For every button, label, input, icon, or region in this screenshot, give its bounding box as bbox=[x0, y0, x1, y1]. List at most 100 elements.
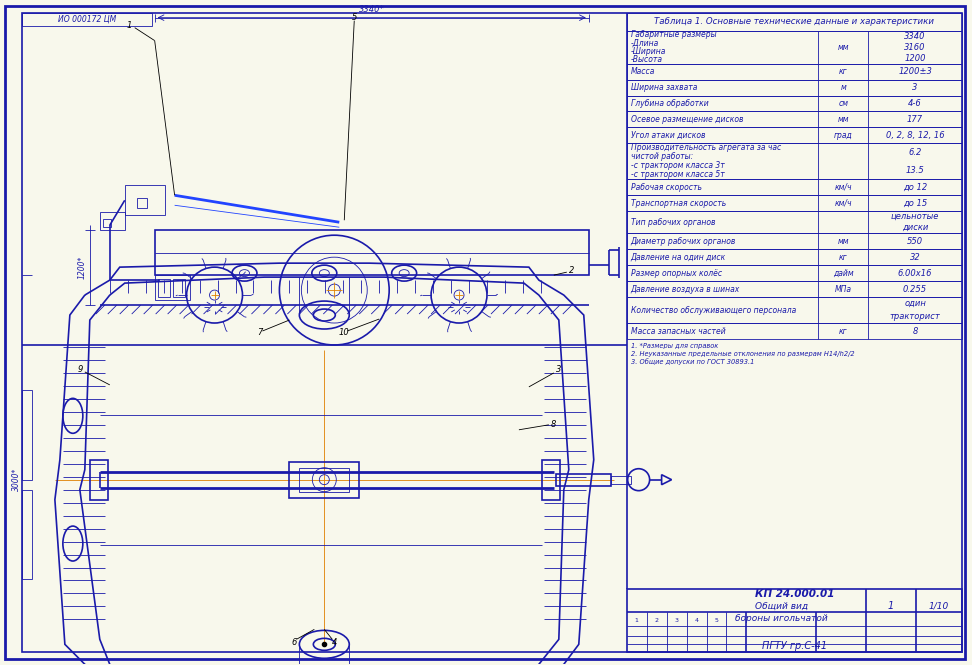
Bar bbox=[627, 64, 962, 80]
Text: 1200*: 1200* bbox=[78, 256, 87, 279]
Text: кг: кг bbox=[839, 67, 848, 76]
Text: -с трактором класса 5т: -с трактором класса 5т bbox=[631, 170, 724, 180]
Text: 1. *Размеры для справок: 1. *Размеры для справок bbox=[631, 343, 718, 349]
Bar bbox=[89, 460, 108, 499]
Text: до 12: до 12 bbox=[903, 183, 927, 192]
Bar bbox=[100, 212, 124, 230]
Text: 32: 32 bbox=[910, 253, 920, 261]
Text: ПГТУ гр.C-41: ПГТУ гр.C-41 bbox=[762, 641, 827, 651]
Text: 3. Общие допуски по ГОСТ 30893.1: 3. Общие допуски по ГОСТ 30893.1 bbox=[631, 358, 754, 365]
Bar bbox=[627, 96, 962, 112]
Text: до 15: до 15 bbox=[903, 199, 927, 207]
Text: Количество обслуживающего персонала: Количество обслуживающего персонала bbox=[631, 305, 796, 315]
Text: тракторист: тракторист bbox=[889, 312, 941, 321]
Text: 2. Неуказанные предельные отклонения по размерам H14/h2/2: 2. Неуказанные предельные отклонения по … bbox=[631, 351, 854, 357]
Bar bbox=[22, 13, 152, 26]
Text: кг: кг bbox=[839, 327, 848, 336]
Bar bbox=[541, 460, 560, 499]
Text: 6.2: 6.2 bbox=[909, 148, 921, 157]
Bar bbox=[627, 31, 962, 64]
Text: 3340*: 3340* bbox=[359, 5, 385, 14]
Text: 9: 9 bbox=[77, 366, 83, 374]
Bar bbox=[155, 230, 589, 275]
Bar bbox=[627, 249, 962, 265]
Text: 3000*: 3000* bbox=[13, 468, 21, 491]
Text: дайм: дайм bbox=[833, 269, 853, 277]
Text: Тип рабочих органов: Тип рабочих органов bbox=[631, 217, 715, 227]
Text: 3: 3 bbox=[675, 618, 678, 623]
Bar bbox=[627, 180, 962, 196]
Text: Масса: Масса bbox=[631, 67, 655, 76]
Text: 177: 177 bbox=[907, 115, 923, 124]
Bar bbox=[627, 323, 962, 339]
Text: м: м bbox=[841, 83, 846, 92]
Text: 2: 2 bbox=[654, 618, 659, 623]
Text: -с трактором класса 3т: -с трактором класса 3т bbox=[631, 162, 724, 170]
Text: Производительность агрегата за час: Производительность агрегата за час bbox=[631, 144, 781, 152]
Bar bbox=[155, 275, 190, 300]
Text: град: град bbox=[834, 131, 852, 140]
Bar bbox=[103, 219, 111, 227]
Text: 550: 550 bbox=[907, 237, 923, 245]
Bar bbox=[627, 233, 962, 249]
Text: 6.00x16: 6.00x16 bbox=[898, 269, 932, 277]
Bar bbox=[627, 196, 962, 211]
Text: Размер опорных колёс: Размер опорных колёс bbox=[631, 269, 722, 277]
Text: 13.5: 13.5 bbox=[906, 166, 924, 175]
Bar bbox=[173, 279, 185, 297]
Text: 6: 6 bbox=[292, 638, 297, 647]
Text: -Длина: -Длина bbox=[631, 39, 659, 47]
Bar bbox=[627, 589, 962, 652]
Bar bbox=[157, 279, 170, 297]
Text: Транспортная скорость: Транспортная скорость bbox=[631, 199, 726, 207]
Text: -Высота: -Высота bbox=[631, 55, 663, 64]
Text: 10: 10 bbox=[339, 329, 350, 338]
Text: 8: 8 bbox=[913, 327, 918, 336]
Text: бороны игольчатой: бороны игольчатой bbox=[735, 614, 828, 623]
Text: Ширина захвата: Ширина захвата bbox=[631, 83, 697, 92]
Bar bbox=[22, 390, 32, 479]
Text: 0, 2, 8, 12, 16: 0, 2, 8, 12, 16 bbox=[885, 131, 945, 140]
Text: 5: 5 bbox=[714, 618, 718, 623]
Text: 1200±3: 1200±3 bbox=[898, 67, 932, 76]
Bar bbox=[610, 475, 631, 483]
Text: Общий вид: Общий вид bbox=[755, 602, 808, 611]
Text: -Ширина: -Ширина bbox=[631, 47, 666, 56]
Text: 3: 3 bbox=[556, 366, 562, 374]
Text: МПа: МПа bbox=[835, 285, 851, 293]
Text: 1: 1 bbox=[127, 21, 132, 30]
Text: 1/10: 1/10 bbox=[929, 602, 949, 611]
Bar bbox=[627, 211, 962, 233]
Text: км/ч: км/ч bbox=[835, 183, 852, 192]
Text: 4-6: 4-6 bbox=[908, 99, 921, 108]
Text: Габаритные размеры: Габаритные размеры bbox=[631, 30, 716, 39]
Bar bbox=[124, 186, 164, 215]
Bar bbox=[627, 13, 962, 31]
Bar bbox=[22, 489, 32, 579]
Text: 3340: 3340 bbox=[904, 32, 925, 41]
Bar bbox=[627, 80, 962, 96]
Bar bbox=[627, 112, 962, 128]
Text: один: один bbox=[904, 299, 926, 308]
Text: 3160: 3160 bbox=[904, 43, 925, 52]
Text: мм: мм bbox=[838, 43, 849, 52]
Text: 5: 5 bbox=[352, 13, 357, 22]
Text: диски: диски bbox=[902, 223, 928, 232]
Text: 4: 4 bbox=[331, 638, 337, 647]
Text: чистой работы:: чистой работы: bbox=[631, 152, 693, 162]
Bar bbox=[627, 281, 962, 297]
Text: 8: 8 bbox=[551, 420, 557, 430]
Text: см: см bbox=[838, 99, 849, 108]
Bar bbox=[137, 198, 147, 208]
Text: ИО 000172 ЦМ: ИО 000172 ЦМ bbox=[57, 15, 116, 24]
Text: км/ч: км/ч bbox=[835, 199, 852, 207]
Bar bbox=[627, 265, 962, 281]
Text: Глубина обработки: Глубина обработки bbox=[631, 99, 709, 108]
Text: 4: 4 bbox=[695, 618, 699, 623]
Text: 1200: 1200 bbox=[904, 54, 925, 63]
Bar bbox=[627, 128, 962, 144]
Text: Масса запасных частей: Масса запасных частей bbox=[631, 327, 725, 336]
Text: Таблица 1. Основные технические данные и характеристики: Таблица 1. Основные технические данные и… bbox=[654, 17, 934, 26]
Bar bbox=[627, 297, 962, 323]
Bar bbox=[556, 473, 610, 485]
